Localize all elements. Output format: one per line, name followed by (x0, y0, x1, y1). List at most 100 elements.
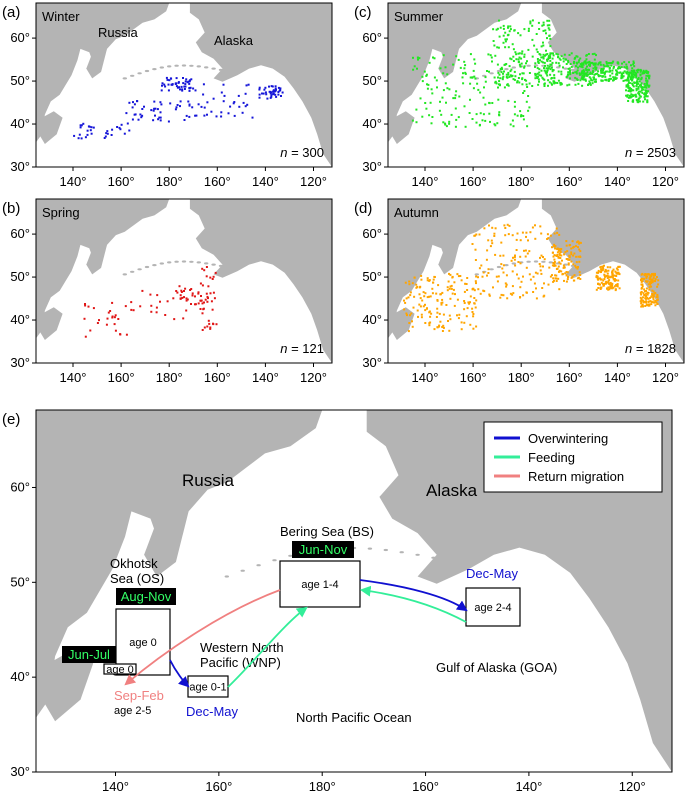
observation-dot (553, 258, 556, 261)
aleutian-island (474, 273, 479, 276)
lon-tick-label: 160° (556, 370, 583, 385)
observation-dot (436, 311, 439, 314)
observation-dot (572, 254, 575, 257)
observation-dot (547, 55, 550, 58)
observation-dot (618, 273, 621, 276)
observation-dot (424, 102, 427, 104)
observation-dot (516, 232, 519, 235)
observation-dot (583, 61, 586, 64)
observation-dot (412, 56, 414, 59)
observation-dot (479, 91, 482, 94)
observation-dot (612, 67, 615, 70)
observation-dot (637, 86, 640, 88)
observation-dot (612, 268, 615, 271)
observation-dot (424, 292, 427, 295)
observation-dot (475, 325, 478, 328)
observation-dot (156, 294, 159, 297)
observation-dot (494, 124, 497, 127)
observation-dot (588, 76, 591, 79)
observation-dot (205, 266, 208, 268)
observation-dot (611, 69, 614, 72)
observation-dot (407, 330, 410, 333)
observation-dot (644, 84, 647, 87)
observation-dot (627, 85, 630, 88)
observation-dot (555, 280, 558, 282)
observation-dot (464, 72, 467, 75)
observation-dot (431, 292, 434, 295)
observation-dot (520, 52, 523, 55)
observation-dot (479, 292, 482, 295)
observation-dot (484, 76, 487, 79)
observation-dot (552, 262, 555, 264)
observation-dot (448, 120, 451, 123)
land-mass (391, 307, 415, 340)
observation-dot (169, 102, 172, 105)
observation-dot (647, 291, 650, 294)
observation-dot (436, 326, 439, 329)
observation-dot (610, 77, 613, 80)
legend-label: Overwintering (528, 431, 608, 446)
observation-dot (626, 95, 629, 98)
observation-dot (566, 250, 569, 253)
observation-dot (655, 296, 658, 299)
observation-dot (504, 234, 507, 237)
observation-dot (642, 278, 645, 280)
observation-dot (211, 308, 214, 311)
observation-dot (552, 52, 554, 55)
observation-dot (238, 105, 241, 108)
observation-dot (641, 285, 644, 288)
observation-dot (514, 264, 517, 267)
lon-tick-label: 180° (156, 174, 183, 189)
observation-dot (200, 295, 202, 297)
observation-dot (558, 261, 561, 264)
observation-dot (525, 79, 528, 82)
observation-dot (548, 28, 551, 31)
observation-dot (644, 98, 646, 101)
observation-dot (498, 35, 501, 38)
observation-dot (482, 289, 485, 292)
observation-dot (615, 72, 618, 75)
observation-dot (194, 295, 196, 298)
observation-dot (547, 237, 550, 240)
observation-dot (592, 67, 595, 70)
observation-dot (583, 73, 586, 76)
observation-dot (646, 303, 649, 306)
observation-dot (268, 85, 270, 88)
observation-dot (637, 101, 640, 104)
observation-dot (605, 282, 608, 285)
observation-dot (436, 86, 438, 89)
observation-dot (152, 119, 155, 122)
observation-dot (543, 78, 546, 81)
observation-dot (566, 73, 569, 76)
observation-dot (426, 307, 428, 310)
observation-dot (507, 73, 510, 76)
observation-dot (529, 278, 532, 281)
observation-dot (422, 291, 425, 294)
observation-dot (457, 317, 460, 320)
observation-dot (550, 82, 553, 85)
observation-dot (493, 235, 496, 237)
observation-dot (647, 304, 650, 307)
observation-dot (194, 89, 197, 92)
observation-dot (511, 74, 514, 77)
observation-dot (578, 248, 581, 251)
observation-dot (478, 124, 481, 127)
observation-dot (640, 298, 643, 301)
observation-dot (584, 60, 587, 63)
observation-dot (425, 73, 428, 76)
observation-dot (645, 290, 647, 292)
lon-tick-label: 160° (460, 370, 487, 385)
lon-tick-label: 120° (300, 370, 327, 385)
observation-dot (464, 64, 467, 67)
observation-dot (553, 243, 556, 246)
observation-dot (474, 248, 477, 251)
observation-dot (577, 66, 579, 69)
observation-dot (526, 252, 529, 255)
observation-dot (593, 80, 596, 83)
observation-dot (150, 310, 153, 313)
observation-dot (463, 321, 466, 324)
observation-dot (549, 52, 552, 55)
observation-dot (547, 79, 550, 82)
observation-dot (605, 62, 608, 65)
observation-dot (546, 60, 549, 62)
